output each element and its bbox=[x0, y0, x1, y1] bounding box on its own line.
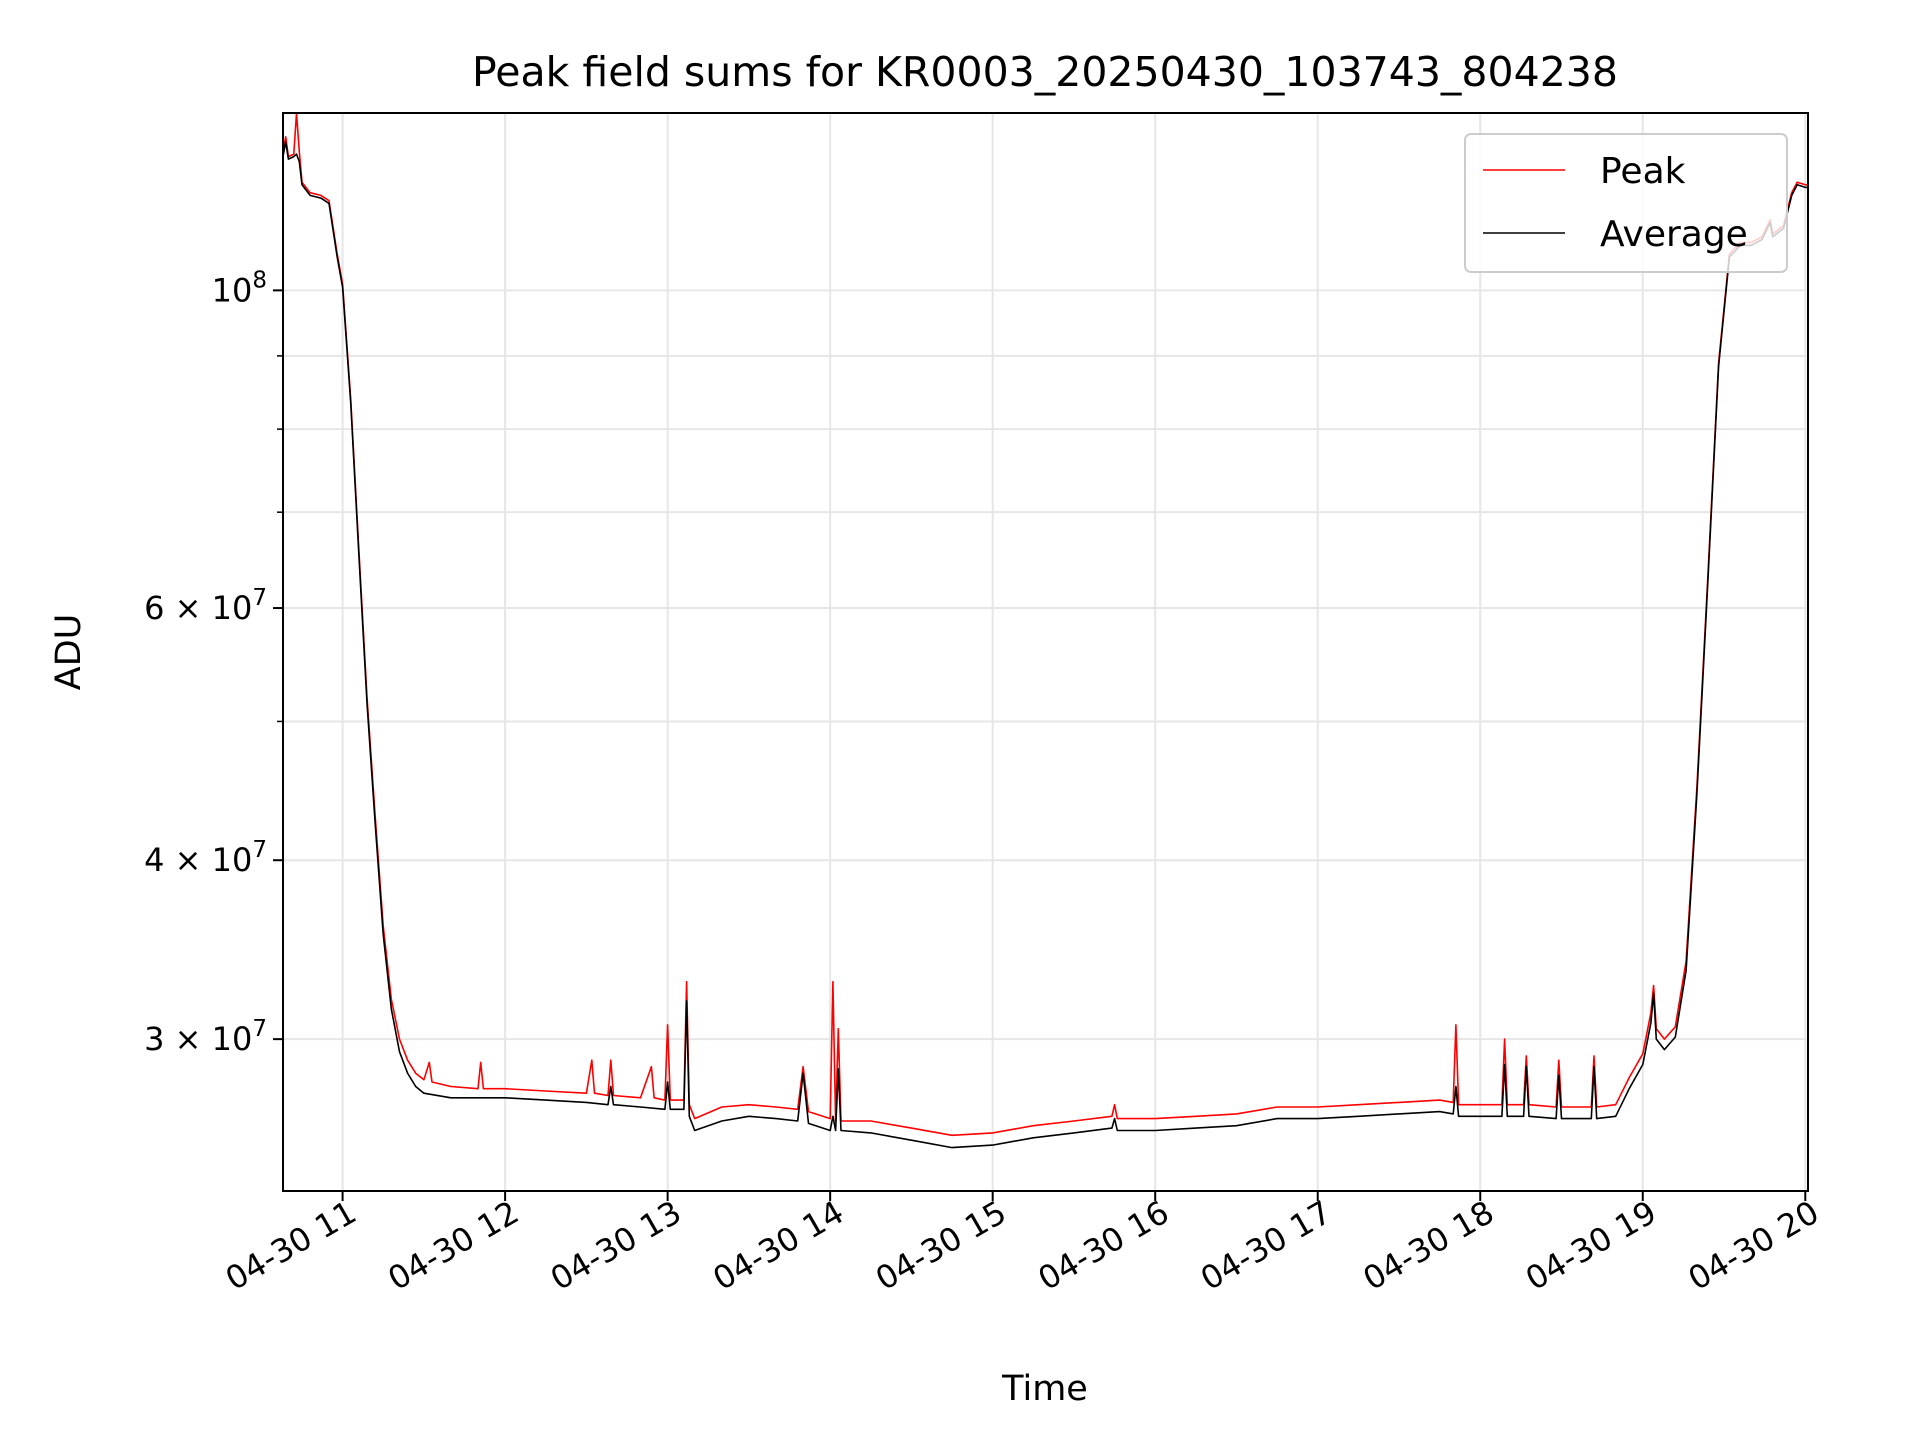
series-lines bbox=[282, 112, 1808, 1149]
x-axis-label: Time bbox=[1001, 1369, 1088, 1409]
y-tick-label: 108 bbox=[212, 267, 267, 309]
legend-label-average: Average bbox=[1600, 214, 1748, 255]
legend: Peak Average bbox=[1464, 133, 1788, 273]
y-tick-label: 4 × 107 bbox=[144, 837, 267, 879]
y-tick-label: 6 × 107 bbox=[144, 585, 267, 627]
y-axis-label: ADU bbox=[49, 614, 89, 691]
series-line-average bbox=[282, 140, 1808, 1149]
y-tick-label: 3 × 107 bbox=[144, 1016, 267, 1058]
legend-box bbox=[1464, 133, 1788, 273]
grid-lines bbox=[283, 113, 1808, 1191]
legend-label-peak: Peak bbox=[1600, 151, 1686, 192]
plot-frame bbox=[282, 112, 1809, 1192]
chart-title: Peak field sums for KR0003_20250430_1037… bbox=[472, 48, 1618, 96]
y-axis-ticks: 3 × 107 4 × 107 6 × 107 108 bbox=[144, 267, 283, 1058]
